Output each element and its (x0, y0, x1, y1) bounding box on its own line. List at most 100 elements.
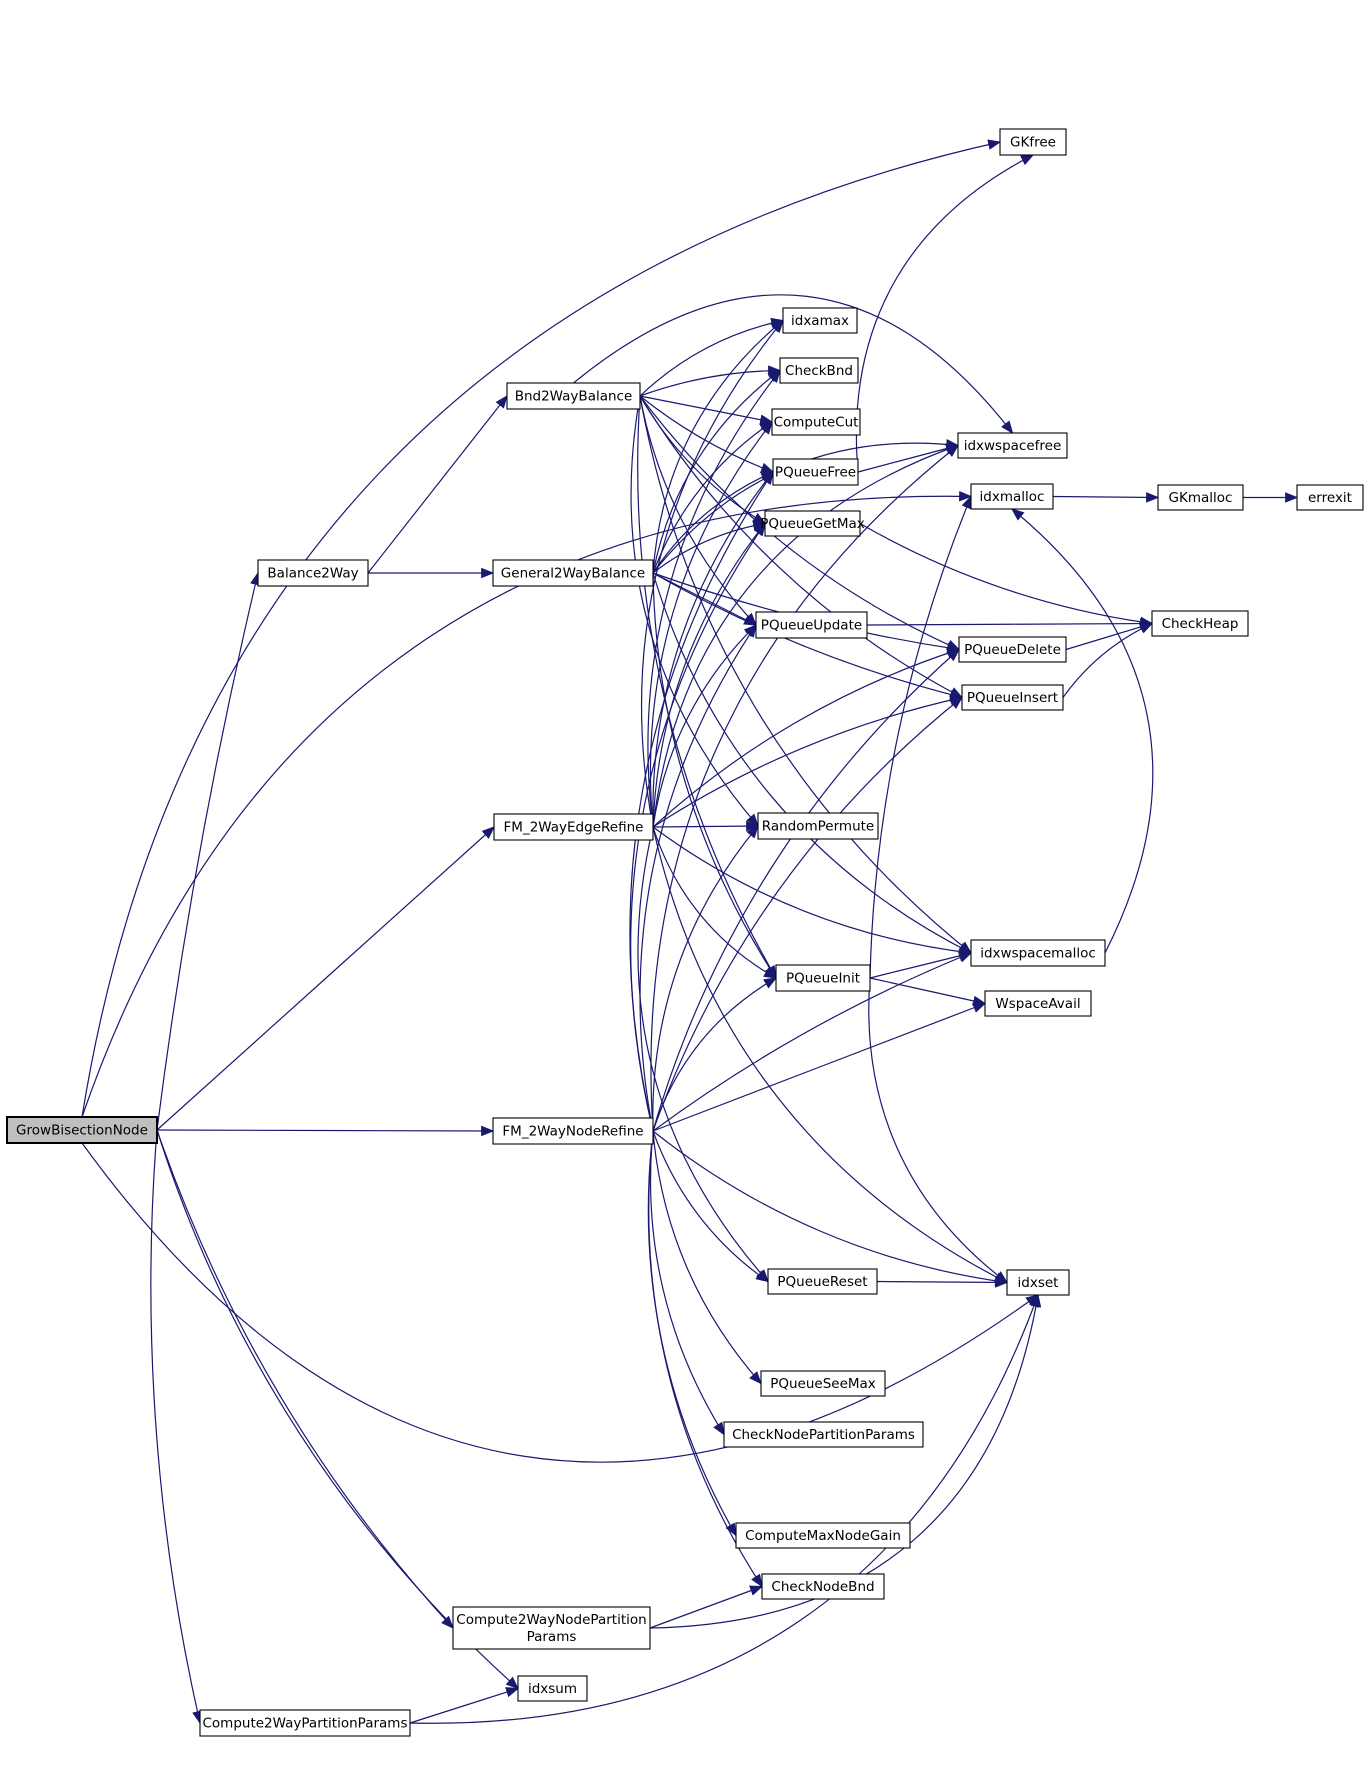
node-FM_2WayEdgeRefine[interactable]: FM_2WayEdgeRefine (493, 813, 654, 841)
node-box-FM_2WayNodeRefine[interactable] (492, 1117, 654, 1145)
node-box-idxset[interactable] (1006, 1269, 1070, 1296)
node-label-GKmalloc: GKmalloc (1169, 490, 1233, 506)
node-box-idxwspacemalloc[interactable] (970, 939, 1106, 967)
node-Compute2WayPartitionParams[interactable]: Compute2WayPartitionParams (199, 1709, 411, 1737)
node-PQueueDelete[interactable]: PQueueDelete (958, 636, 1067, 663)
node-label-CheckBnd: CheckBnd (785, 363, 853, 379)
node-box-PQueueReset[interactable] (767, 1268, 878, 1295)
edge-FM_2WayNodeRefine-to-idxwspacefree (650, 444, 960, 1132)
node-idxset[interactable]: idxset (1006, 1269, 1070, 1296)
edge-PQueueInit-to-idxmalloc (869, 495, 972, 979)
node-label-idxwspacefree: idxwspacefree (964, 438, 1062, 454)
node-PQueueFree[interactable]: PQueueFree (772, 458, 859, 486)
edge-General2WayBalance-to-idxamax (652, 319, 785, 574)
node-box-PQueueSeeMax[interactable] (760, 1370, 886, 1397)
edge-GrowBisectionNode-to-idxmalloc (81, 491, 973, 1118)
edge-Compute2WayNodePartitionParams-to-idxset (649, 1293, 1042, 1629)
node-idxwspacemalloc[interactable]: idxwspacemalloc (970, 939, 1106, 967)
node-box-GrowBisectionNode[interactable] (6, 1116, 158, 1144)
node-box-General2WayBalance[interactable] (492, 559, 654, 587)
node-box-FM_2WayEdgeRefine[interactable] (493, 813, 654, 841)
node-box-errexit[interactable] (1296, 484, 1364, 511)
edge-GrowBisectionNode-to-idxsum (156, 1129, 519, 1690)
node-CheckHeap[interactable]: CheckHeap (1151, 610, 1249, 637)
edge-FM_2WayEdgeRefine-to-PQueueGetMax (652, 522, 766, 828)
node-box-idxmalloc[interactable] (970, 483, 1054, 510)
node-Balance2Way[interactable]: Balance2Way (257, 559, 369, 587)
node-GKmalloc[interactable]: GKmalloc (1157, 484, 1244, 511)
node-box-PQueueGetMax[interactable] (764, 510, 861, 537)
node-PQueueInit[interactable]: PQueueInit (775, 964, 871, 992)
node-PQueueGetMax[interactable]: PQueueGetMax (760, 510, 865, 537)
edge-FM_2WayNodeRefine-to-PQueueInit (652, 977, 778, 1132)
node-label-PQueueFree: PQueueFree (775, 465, 856, 481)
node-box-Compute2WayPartitionParams[interactable] (199, 1709, 411, 1737)
node-PQueueUpdate[interactable]: PQueueUpdate (755, 611, 868, 639)
edge-FM_2WayNodeRefine-to-CheckNodeBnd (648, 1130, 763, 1588)
node-PQueueInsert[interactable]: PQueueInsert (961, 684, 1064, 711)
node-box-ComputeCut[interactable] (771, 408, 861, 436)
node-box-Bnd2WayBalance[interactable] (506, 382, 641, 410)
node-box-PQueueDelete[interactable] (958, 636, 1067, 663)
node-CheckNodePartitionParams[interactable]: CheckNodePartitionParams (723, 1421, 924, 1448)
edge-PQueueUpdate-to-CheckHeap (866, 618, 1154, 629)
edge-FM_2WayNodeRefine-to-WspaceAvail (652, 1002, 987, 1132)
node-CheckNodeBnd[interactable]: CheckNodeBnd (761, 1573, 885, 1600)
edge-FM_2WayEdgeRefine-to-idxamax (641, 319, 784, 828)
node-CheckBnd[interactable]: CheckBnd (779, 357, 859, 384)
node-box-ComputeMaxNodeGain[interactable] (735, 1522, 911, 1549)
node-idxwspacefree[interactable]: idxwspacefree (957, 432, 1068, 459)
node-Compute2WayNodePartitionParams[interactable]: Compute2WayNodePartition Params (452, 1606, 651, 1650)
edge-GrowBisectionNode-to-FM_2WayEdgeRefine (156, 826, 495, 1131)
node-box-CheckNodeBnd[interactable] (761, 1573, 885, 1600)
node-idxamax[interactable]: idxamax (782, 307, 858, 334)
node-box-PQueueInit[interactable] (775, 964, 871, 992)
node-GrowBisectionNode[interactable]: GrowBisectionNode (6, 1116, 158, 1144)
node-label-RandomPermute: RandomPermute (762, 819, 874, 835)
node-PQueueReset[interactable]: PQueueReset (767, 1268, 878, 1295)
node-box-PQueueUpdate[interactable] (755, 611, 868, 639)
node-label-WspaceAvail: WspaceAvail (995, 996, 1080, 1012)
node-box-RandomPermute[interactable] (757, 812, 879, 840)
node-box-idxwspacefree[interactable] (957, 432, 1068, 459)
node-PQueueSeeMax[interactable]: PQueueSeeMax (760, 1370, 886, 1397)
node-label-Bnd2WayBalance: Bnd2WayBalance (515, 389, 633, 405)
node-box-CheckNodePartitionParams[interactable] (723, 1421, 924, 1448)
node-RandomPermute[interactable]: RandomPermute (757, 812, 879, 840)
edge-Bnd2WayBalance-to-PQueueGetMax (639, 395, 767, 525)
node-ComputeMaxNodeGain[interactable]: ComputeMaxNodeGain (735, 1522, 911, 1549)
node-label-idxset: idxset (1018, 1275, 1059, 1291)
node-label-CheckHeap: CheckHeap (1162, 616, 1239, 632)
node-box-PQueueInsert[interactable] (961, 684, 1064, 711)
node-box-CheckBnd[interactable] (779, 357, 859, 384)
edge-FM_2WayNodeRefine-to-PQueueReset (652, 1130, 770, 1283)
edge-FM_2WayEdgeRefine-to-PQueueFree (652, 470, 774, 828)
node-box-idxamax[interactable] (782, 307, 858, 334)
node-label-PQueueDelete: PQueueDelete (964, 642, 1061, 658)
node-Bnd2WayBalance[interactable]: Bnd2WayBalance (506, 382, 641, 410)
node-errexit[interactable]: errexit (1296, 484, 1364, 511)
edge-FM_2WayEdgeRefine-to-idxset (652, 826, 1009, 1284)
node-label-PQueueInsert: PQueueInsert (967, 690, 1058, 706)
node-label-idxsum: idxsum (528, 1681, 577, 1697)
node-box-GKmalloc[interactable] (1157, 484, 1244, 511)
node-label-PQueueSeeMax: PQueueSeeMax (770, 1376, 876, 1392)
node-box-PQueueFree[interactable] (772, 458, 859, 486)
node-WspaceAvail[interactable]: WspaceAvail (984, 990, 1092, 1017)
node-label-errexit: errexit (1308, 490, 1352, 506)
node-box-Compute2WayNodePartitionParams[interactable] (452, 1606, 651, 1650)
node-box-CheckHeap[interactable] (1151, 610, 1249, 637)
edge-PQueueReset-to-idxset (876, 1277, 1009, 1288)
node-ComputeCut[interactable]: ComputeCut (771, 408, 861, 436)
node-box-WspaceAvail[interactable] (984, 990, 1092, 1017)
node-GKfree[interactable]: GKfree (999, 128, 1067, 156)
node-General2WayBalance[interactable]: General2WayBalance (492, 559, 654, 587)
edge-Bnd2WayBalance-to-ComputeCut (639, 395, 774, 425)
node-box-Balance2Way[interactable] (257, 559, 369, 587)
node-idxmalloc[interactable]: idxmalloc (970, 483, 1054, 510)
node-FM_2WayNodeRefine[interactable]: FM_2WayNodeRefine (492, 1117, 654, 1145)
node-box-GKfree[interactable] (999, 128, 1067, 156)
node-box-idxsum[interactable] (517, 1675, 588, 1702)
node-idxsum[interactable]: idxsum (517, 1675, 588, 1702)
edge-FM_2WayEdgeRefine-to-RandomPermute (652, 820, 760, 832)
